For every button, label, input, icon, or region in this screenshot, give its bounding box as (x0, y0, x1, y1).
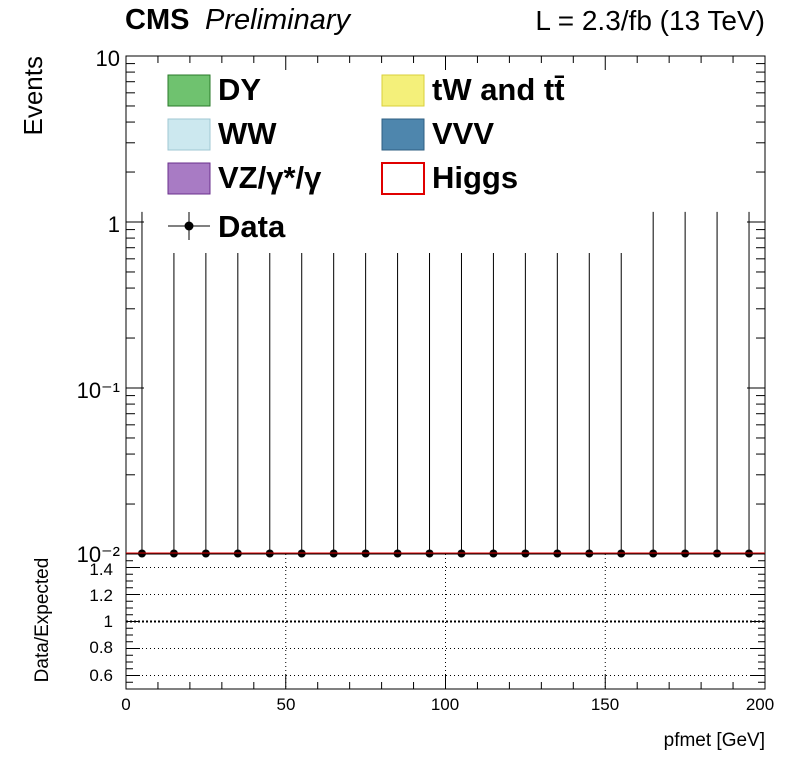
legend-label-vz: VZ/γ*/γ (218, 160, 322, 195)
luminosity-label: L = 2.3/fb (13 TeV) (535, 5, 765, 36)
ratio-ytick-label-1p2: 1.2 (89, 586, 113, 605)
main-ytick-label-1: 1 (108, 212, 120, 237)
legend-swatch-dy (167, 74, 211, 107)
main-y-axis (125, 56, 766, 555)
legend-label-dy: DY (218, 72, 261, 107)
xtick-label-100: 100 (431, 695, 459, 714)
legend-marker-data (168, 212, 210, 240)
data-points (137, 211, 754, 558)
cms-label: CMS (125, 4, 189, 36)
main-ytick-label-10: 10 (96, 46, 120, 71)
legend-swatch-higgs (381, 162, 425, 195)
ratio-ytick-label-0p8: 0.8 (89, 638, 113, 657)
ratio-ytick-label-0p6: 0.6 (89, 666, 113, 685)
xtick-label-150: 150 (591, 695, 619, 714)
legend-label-ww: WW (218, 116, 277, 151)
xtick-label-50: 50 (277, 695, 296, 714)
main-ytick-label-0p01: 10⁻² (77, 542, 120, 567)
legend-swatch-vvv (381, 118, 425, 151)
x-axis-title: pfmet [GeV] (664, 730, 765, 751)
ratio-axes (125, 553, 766, 690)
legend-swatch-vz (167, 162, 211, 195)
ratio-ytick-label-1: 1 (104, 612, 113, 631)
main-y-axis-title: Events (18, 56, 48, 136)
legend-label-higgs: Higgs (432, 160, 518, 195)
main-ytick-label-0p1: 10⁻¹ (77, 378, 120, 403)
xtick-label-0: 0 (121, 695, 130, 714)
legend-label-top: tW and tt̄ (432, 72, 565, 107)
legend-swatch-ww (167, 118, 211, 151)
legend-swatch-top (381, 74, 425, 107)
preliminary-label: Preliminary (205, 4, 352, 36)
ratio-grid (126, 554, 765, 689)
ratio-y-axis-title: Data/Expected (32, 558, 53, 683)
legend: DY tW and tt̄ WW VVV VZ/γ*/γ Higgs Data (167, 72, 565, 244)
ratio-ytick-label-1p4: 1.4 (89, 560, 113, 579)
legend-label-vvv: VVV (432, 116, 494, 151)
xtick-label-200: 200 (746, 695, 774, 714)
legend-label-data: Data (218, 209, 286, 244)
